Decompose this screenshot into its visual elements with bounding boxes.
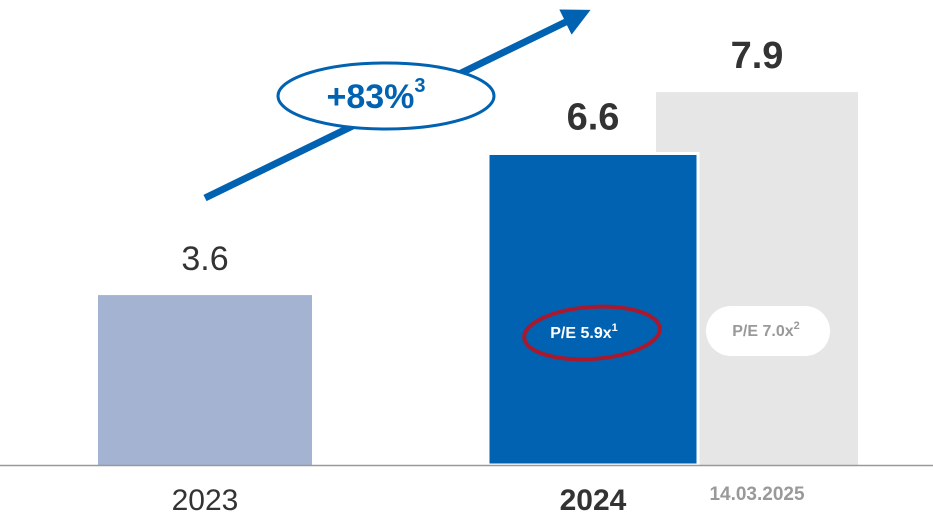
value-label: 7.9 [731,35,784,77]
category-label: 2024 [560,484,627,517]
category-label: 14.03.2025 [709,484,805,505]
bar [98,295,312,465]
bars [98,92,858,467]
pe-2024-annotation: P/E 5.9x1 [550,322,618,342]
pe-2025-annotation: P/E 7.0x2 [732,320,800,340]
category-label: 2023 [172,484,239,517]
growth-annotation: +83%3 [326,75,425,116]
value-label: 6.6 [567,97,620,139]
pe-2024-ellipse [522,304,662,362]
bar [486,151,700,467]
value-label: 3.6 [181,240,228,278]
growth-ellipse [276,61,496,131]
pe-2025-pill [706,306,830,356]
